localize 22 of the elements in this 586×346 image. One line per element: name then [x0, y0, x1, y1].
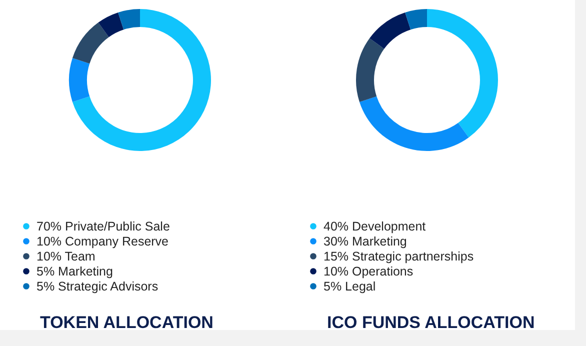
donut-slice: [69, 58, 90, 102]
text: TOKEN ALLOCATION: [40, 313, 214, 332]
legend-label: 30% Marketing: [324, 234, 407, 248]
donut-slice: [359, 96, 469, 151]
legend-label: 40% Development: [324, 219, 426, 234]
donut-slice: [370, 12, 411, 49]
donut-slice: [427, 9, 498, 138]
legend-label: 15% Strategic partnerships: [324, 249, 474, 264]
donut-slice: [356, 38, 384, 102]
legend-label: 10% Operations: [324, 264, 414, 278]
legend-label: 10% Team: [36, 249, 96, 264]
legend-label: 5% Strategic Advisors: [36, 279, 158, 294]
legend-label: 70% Private/Public Sale: [36, 219, 170, 234]
donut-slice: [98, 12, 124, 38]
donut-slice: [72, 22, 109, 64]
legend-label: 5% Marketing: [36, 264, 113, 278]
legend-label: 5% Legal: [324, 279, 376, 294]
donut-slice: [72, 9, 211, 151]
donut-slice: [118, 9, 140, 30]
text: ICO FUNDS ALLOCATION: [327, 313, 535, 332]
donut-slice: [405, 9, 427, 30]
legend-label: 10% Company Reserve: [36, 234, 169, 248]
